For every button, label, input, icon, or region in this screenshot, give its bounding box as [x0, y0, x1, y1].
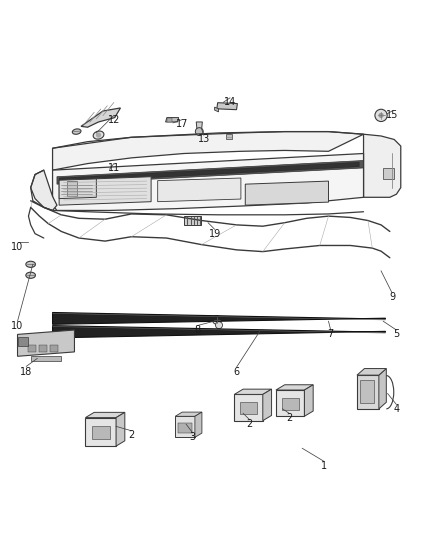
Polygon shape: [81, 108, 120, 127]
Text: 13: 13: [198, 134, 210, 144]
Text: 2: 2: [128, 430, 134, 440]
Polygon shape: [215, 107, 219, 112]
Polygon shape: [383, 168, 394, 179]
Polygon shape: [263, 389, 272, 421]
Polygon shape: [240, 402, 257, 414]
Polygon shape: [379, 368, 386, 409]
Polygon shape: [276, 390, 304, 416]
Text: 10: 10: [11, 242, 24, 252]
Polygon shape: [39, 345, 47, 352]
Polygon shape: [31, 170, 57, 211]
Polygon shape: [53, 132, 364, 170]
Text: 19: 19: [208, 229, 221, 239]
Polygon shape: [282, 398, 299, 410]
Polygon shape: [59, 177, 151, 205]
Polygon shape: [357, 375, 379, 409]
Text: 1: 1: [321, 461, 327, 471]
Text: 7: 7: [328, 329, 334, 340]
Circle shape: [375, 109, 387, 122]
Circle shape: [378, 113, 384, 118]
Polygon shape: [53, 154, 364, 211]
Polygon shape: [18, 336, 28, 346]
Polygon shape: [167, 118, 172, 122]
Text: 12: 12: [108, 115, 120, 125]
Polygon shape: [276, 385, 313, 390]
Polygon shape: [234, 394, 263, 421]
Circle shape: [195, 128, 203, 135]
Text: 15: 15: [386, 110, 398, 120]
Ellipse shape: [26, 272, 35, 278]
Polygon shape: [67, 181, 77, 197]
Polygon shape: [59, 179, 96, 199]
Text: 18: 18: [20, 367, 32, 377]
Circle shape: [215, 318, 219, 322]
Text: 14: 14: [224, 97, 236, 107]
Polygon shape: [226, 134, 232, 140]
Polygon shape: [85, 413, 125, 418]
Polygon shape: [360, 381, 374, 403]
Polygon shape: [175, 412, 202, 416]
Polygon shape: [304, 385, 313, 416]
Text: 5: 5: [393, 329, 399, 340]
Ellipse shape: [93, 131, 104, 139]
Polygon shape: [158, 178, 241, 201]
Polygon shape: [28, 345, 36, 352]
Circle shape: [215, 322, 223, 329]
Polygon shape: [217, 103, 237, 110]
Polygon shape: [196, 122, 202, 131]
Polygon shape: [18, 330, 74, 356]
Polygon shape: [53, 312, 385, 324]
Text: 2: 2: [286, 413, 292, 423]
Text: 6: 6: [233, 367, 240, 377]
Polygon shape: [234, 389, 272, 394]
Ellipse shape: [72, 129, 81, 134]
Polygon shape: [184, 216, 201, 225]
Text: 8: 8: [194, 325, 200, 335]
Polygon shape: [59, 162, 359, 182]
Text: 10: 10: [11, 321, 24, 330]
Polygon shape: [92, 426, 110, 439]
Polygon shape: [50, 345, 58, 352]
Polygon shape: [53, 326, 385, 338]
Text: 9: 9: [389, 292, 395, 302]
Circle shape: [212, 316, 221, 324]
Polygon shape: [175, 416, 195, 437]
Polygon shape: [166, 118, 179, 122]
Polygon shape: [195, 412, 202, 437]
Circle shape: [96, 133, 101, 138]
Polygon shape: [245, 181, 328, 205]
Text: 17: 17: [176, 119, 188, 129]
Polygon shape: [364, 134, 401, 197]
Polygon shape: [178, 423, 192, 433]
Polygon shape: [57, 160, 364, 184]
Polygon shape: [85, 418, 116, 446]
Text: 2: 2: [247, 419, 253, 429]
Polygon shape: [116, 413, 125, 446]
Ellipse shape: [26, 261, 35, 268]
Text: 3: 3: [190, 432, 196, 442]
Polygon shape: [357, 368, 386, 375]
Text: 11: 11: [108, 163, 120, 173]
Polygon shape: [31, 356, 61, 361]
Text: 4: 4: [393, 404, 399, 414]
